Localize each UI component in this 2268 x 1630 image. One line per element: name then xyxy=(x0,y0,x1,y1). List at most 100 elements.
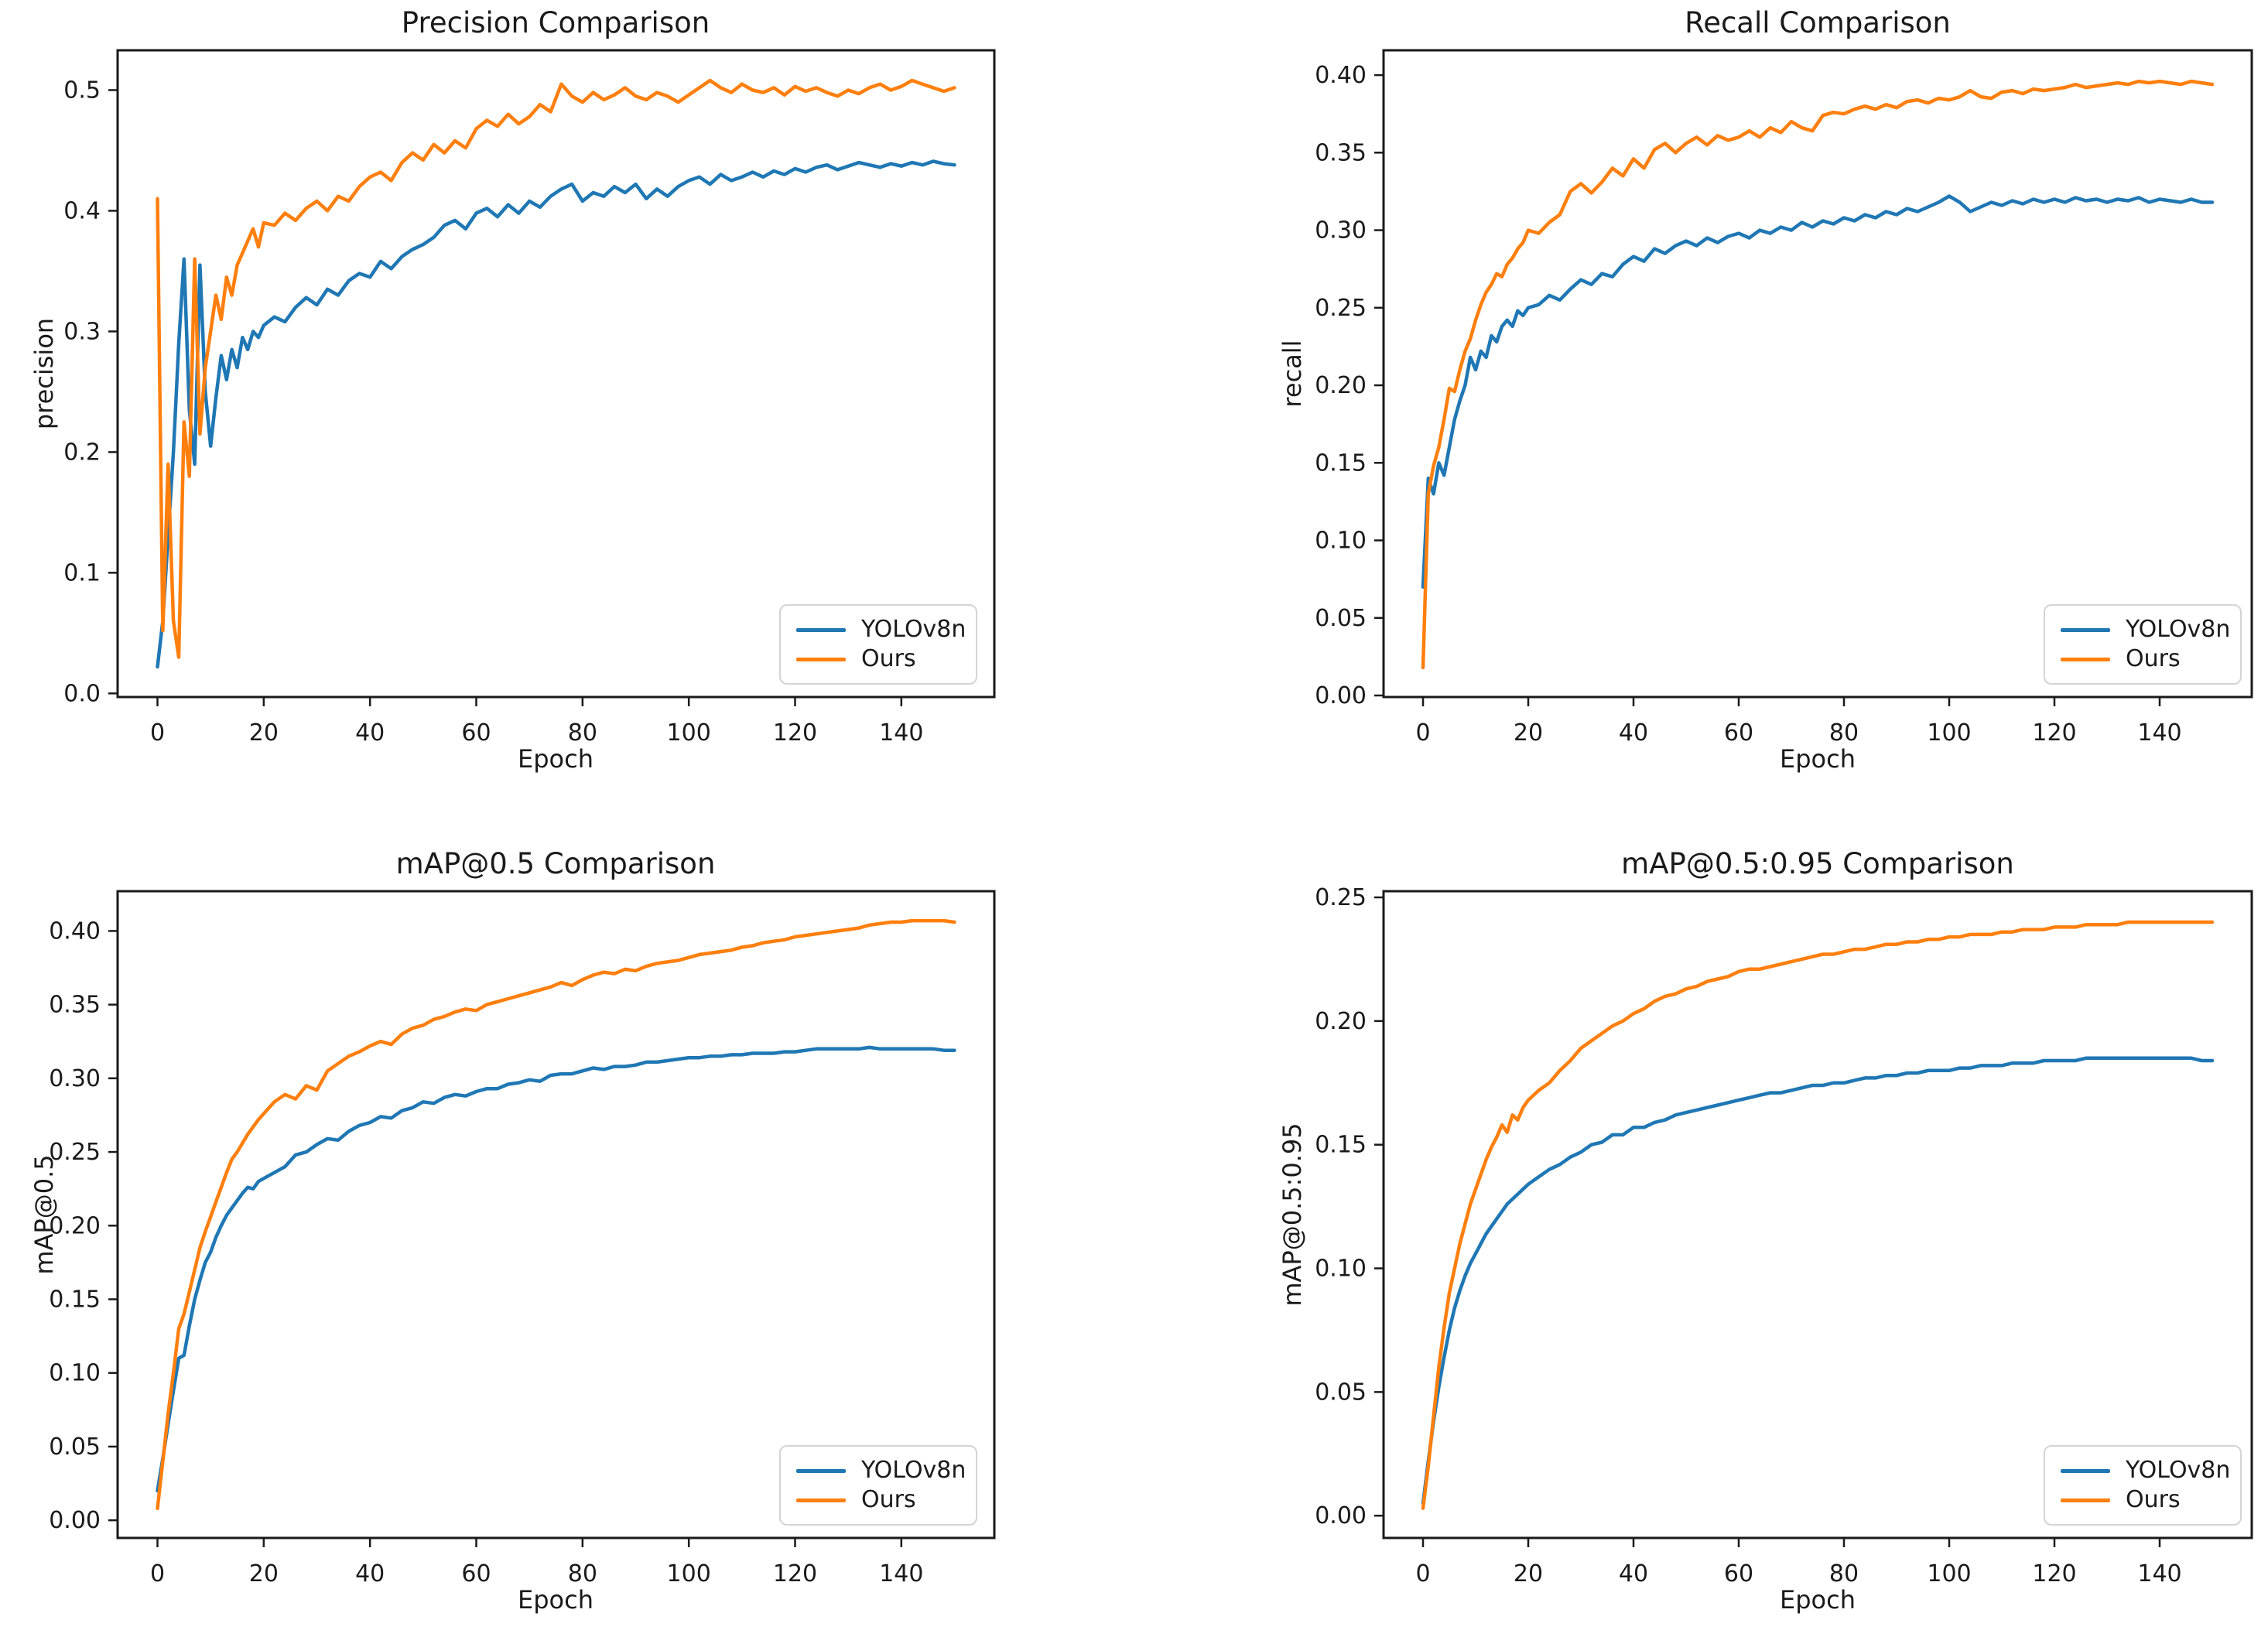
y-tick-label: 0.30 xyxy=(49,1065,101,1092)
series-line-yolov8n xyxy=(156,1045,956,1493)
y-tick-label: 0.35 xyxy=(1315,139,1367,166)
x-tick-label: 120 xyxy=(773,719,817,747)
legend-item-yolov8n: YOLOv8n xyxy=(796,617,966,643)
x-tick-label: 140 xyxy=(2137,719,2181,747)
legend-item-ours: Ours xyxy=(796,646,960,672)
series-line-ours xyxy=(156,918,956,1511)
x-tick-label: 0 xyxy=(1415,719,1430,747)
legend-label: YOLOv8n xyxy=(861,1457,966,1484)
x-tick-label: 0 xyxy=(1415,1560,1430,1587)
y-tick-label: 0.40 xyxy=(1315,62,1367,89)
y-tick-label: 0.15 xyxy=(1315,449,1367,477)
legend-label: Ours xyxy=(861,645,916,672)
legend-item-ours: Ours xyxy=(2061,646,2225,672)
y-tick-label: 0.40 xyxy=(49,918,101,945)
axes-frame xyxy=(116,890,996,1539)
y-tick-label: 0.3 xyxy=(63,318,101,345)
y-tick-label: 0.00 xyxy=(1315,682,1367,709)
y-tick-label: 0.15 xyxy=(1315,1132,1367,1159)
map5095-x-axis-label: Epoch xyxy=(1780,1585,1856,1615)
x-tick-label: 60 xyxy=(461,719,491,747)
yolov8n-line-swatch xyxy=(2061,1468,2110,1473)
y-tick-label: 0.00 xyxy=(49,1507,101,1534)
y-tick-label: 0.15 xyxy=(49,1286,101,1313)
map5095-legend: YOLOv8n Ours xyxy=(2044,1445,2242,1526)
x-tick-label: 120 xyxy=(2032,1560,2076,1587)
series-line-ours xyxy=(156,78,956,659)
x-tick-label: 0 xyxy=(150,1560,165,1587)
axes-frame xyxy=(116,49,996,699)
y-tick-label: 0.00 xyxy=(1315,1502,1367,1529)
x-tick-label: 60 xyxy=(1724,1560,1753,1587)
y-tick-label: 0.1 xyxy=(63,559,101,586)
series-line-ours xyxy=(1421,920,2215,1510)
legend-item-ours: Ours xyxy=(2061,1487,2225,1513)
x-tick-label: 40 xyxy=(355,1560,385,1587)
ours-line-swatch xyxy=(796,1498,846,1502)
x-tick-label: 80 xyxy=(1829,719,1859,747)
y-tick-label: 0.05 xyxy=(49,1434,101,1461)
legend-label: YOLOv8n xyxy=(2126,616,2231,643)
precision-legend: YOLOv8n Ours xyxy=(779,604,977,685)
x-tick-label: 80 xyxy=(1829,1560,1859,1587)
x-tick-label: 120 xyxy=(2032,719,2076,747)
recall-chart-title: Recall Comparison xyxy=(1685,6,1951,39)
x-tick-label: 20 xyxy=(249,719,279,747)
x-tick-label: 140 xyxy=(2137,1560,2181,1587)
x-tick-label: 40 xyxy=(1619,1560,1648,1587)
y-tick-label: 0.05 xyxy=(1315,605,1367,632)
yolov8n-line-swatch xyxy=(796,1468,846,1473)
map50-x-axis-label: Epoch xyxy=(518,1585,594,1615)
y-tick-label: 0.20 xyxy=(1315,372,1367,399)
map5095-y-axis-label: mAP@0.5:0.95 xyxy=(1278,1123,1307,1307)
y-tick-label: 0.10 xyxy=(1315,1256,1367,1283)
yolov8n-line-swatch xyxy=(2061,627,2110,632)
y-tick-label: 0.20 xyxy=(1315,1008,1367,1035)
legend-label: Ours xyxy=(2126,645,2181,672)
x-tick-label: 100 xyxy=(1927,1560,1971,1587)
x-tick-label: 0 xyxy=(150,719,165,747)
x-tick-label: 100 xyxy=(1927,719,1971,747)
x-tick-label: 140 xyxy=(879,719,923,747)
y-tick-label: 0.4 xyxy=(63,197,101,224)
y-tick-label: 0.20 xyxy=(49,1212,101,1239)
y-tick-label: 0.25 xyxy=(1315,295,1367,322)
x-tick-label: 60 xyxy=(461,1560,491,1587)
x-tick-label: 100 xyxy=(667,719,711,747)
y-tick-label: 0.0 xyxy=(63,680,101,707)
series-line-yolov8n xyxy=(1421,1056,2215,1505)
x-tick-label: 100 xyxy=(667,1560,711,1587)
legend-label: Ours xyxy=(2126,1486,2181,1513)
x-tick-label: 120 xyxy=(773,1560,817,1587)
recall-legend: YOLOv8n Ours xyxy=(2044,604,2242,685)
legend-label: YOLOv8n xyxy=(861,616,966,643)
axes-frame xyxy=(1382,49,2253,699)
series-line-yolov8n xyxy=(156,159,956,669)
y-tick-label: 0.2 xyxy=(63,439,101,466)
recall-x-axis-label: Epoch xyxy=(1780,744,1856,774)
y-tick-label: 0.25 xyxy=(49,1139,101,1166)
x-tick-label: 20 xyxy=(1514,719,1543,747)
y-tick-label: 0.05 xyxy=(1315,1379,1367,1406)
map50-legend: YOLOv8n Ours xyxy=(779,1445,977,1526)
series-line-ours xyxy=(1421,79,2215,670)
legend-item-yolov8n: YOLOv8n xyxy=(2061,617,2230,643)
y-tick-label: 0.35 xyxy=(49,992,101,1019)
x-tick-label: 80 xyxy=(568,719,597,747)
x-tick-label: 80 xyxy=(568,1560,597,1587)
legend-label: YOLOv8n xyxy=(2126,1457,2231,1484)
ours-line-swatch xyxy=(2061,657,2110,661)
y-tick-label: 0.30 xyxy=(1315,217,1367,244)
legend-item-yolov8n: YOLOv8n xyxy=(2061,1457,2230,1484)
map50-chart-title: mAP@0.5 Comparison xyxy=(395,847,716,880)
x-tick-label: 40 xyxy=(1619,719,1648,747)
y-tick-label: 0.10 xyxy=(1315,528,1367,555)
yolov8n-line-swatch xyxy=(796,627,846,632)
